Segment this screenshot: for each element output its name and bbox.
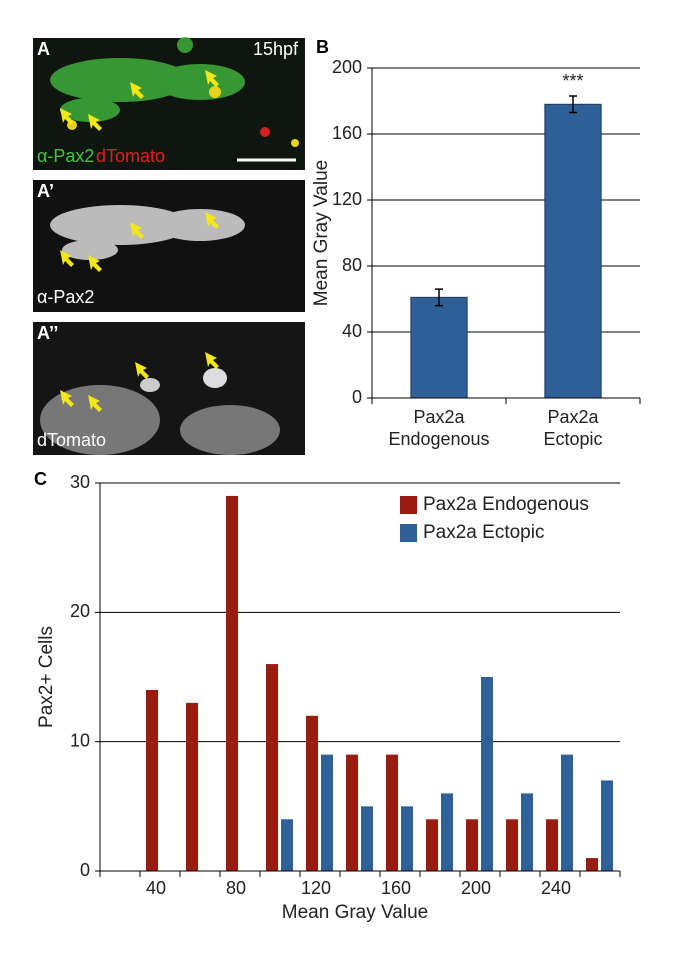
bar bbox=[401, 806, 413, 871]
legend-swatch bbox=[400, 496, 417, 514]
bar bbox=[306, 715, 318, 871]
bar bbox=[546, 819, 558, 871]
bar bbox=[586, 858, 598, 871]
cell bbox=[291, 139, 299, 147]
x-tick-label: 80 bbox=[226, 878, 246, 898]
annotation: *** bbox=[562, 71, 583, 91]
bar bbox=[481, 677, 493, 871]
y-tick-label: 80 bbox=[342, 255, 362, 275]
x-axis-title: Mean Gray Value bbox=[282, 902, 428, 923]
panel-label: A’’ bbox=[37, 323, 58, 343]
y-tick-label: 120 bbox=[332, 189, 362, 209]
stain-label: dTomato bbox=[96, 146, 165, 166]
bar bbox=[441, 793, 453, 871]
bar bbox=[544, 103, 602, 399]
bar bbox=[601, 780, 613, 871]
x-tick-label: Pax2a Ectopic bbox=[543, 407, 603, 449]
bar bbox=[226, 495, 238, 871]
stain-label: α-Pax2 bbox=[37, 287, 94, 307]
bar bbox=[386, 754, 398, 871]
panel-label: C bbox=[34, 469, 47, 489]
x-tick-label: 120 bbox=[301, 878, 331, 898]
stage-label: 15hpf bbox=[253, 39, 299, 59]
bar bbox=[466, 819, 478, 871]
x-tick-label: 200 bbox=[461, 878, 491, 898]
error-bar bbox=[435, 288, 443, 307]
y-tick-label: 30 bbox=[70, 472, 90, 492]
bar bbox=[361, 806, 373, 871]
bar bbox=[561, 754, 573, 871]
cell bbox=[260, 127, 270, 137]
stain-label: α-Pax2 bbox=[37, 146, 94, 166]
panel-label: A’ bbox=[37, 181, 54, 201]
panel-label: A bbox=[37, 39, 50, 59]
nuclei-green bbox=[50, 37, 245, 122]
bar bbox=[321, 754, 333, 871]
bar bbox=[521, 793, 533, 871]
cell bbox=[209, 86, 221, 98]
stain-label: dTomato bbox=[37, 430, 106, 450]
x-tick-label: 160 bbox=[381, 878, 411, 898]
y-tick-label: 0 bbox=[352, 387, 362, 407]
bar bbox=[426, 819, 438, 871]
y-tick-label: 160 bbox=[332, 123, 362, 143]
x-tick-label: 240 bbox=[541, 878, 571, 898]
error-bar bbox=[569, 95, 577, 114]
y-tick-label: 20 bbox=[70, 601, 90, 621]
bar bbox=[146, 689, 158, 871]
y-tick-label: 40 bbox=[342, 321, 362, 341]
y-tick-label: 200 bbox=[332, 57, 362, 77]
y-axis-title: Mean Gray Value bbox=[311, 160, 332, 306]
panel-label: B bbox=[316, 37, 329, 57]
nuclei-gray bbox=[50, 205, 245, 260]
bar bbox=[410, 296, 468, 399]
bar bbox=[266, 664, 278, 871]
x-tick-label: Pax2a Endogenous bbox=[388, 407, 490, 449]
legend-label: Pax2a Endogenous bbox=[423, 494, 589, 515]
y-tick-label: 0 bbox=[80, 860, 90, 880]
bar bbox=[506, 819, 518, 871]
bar bbox=[346, 754, 358, 871]
arrows bbox=[60, 70, 219, 412]
bar bbox=[186, 702, 198, 871]
y-axis-title: Pax2+ Cells bbox=[36, 626, 57, 728]
bar bbox=[281, 819, 293, 871]
legend-label: Pax2a Ectopic bbox=[423, 522, 544, 543]
y-tick-label: 10 bbox=[70, 730, 90, 750]
x-tick-label: 40 bbox=[146, 878, 166, 898]
legend-swatch bbox=[400, 524, 417, 542]
